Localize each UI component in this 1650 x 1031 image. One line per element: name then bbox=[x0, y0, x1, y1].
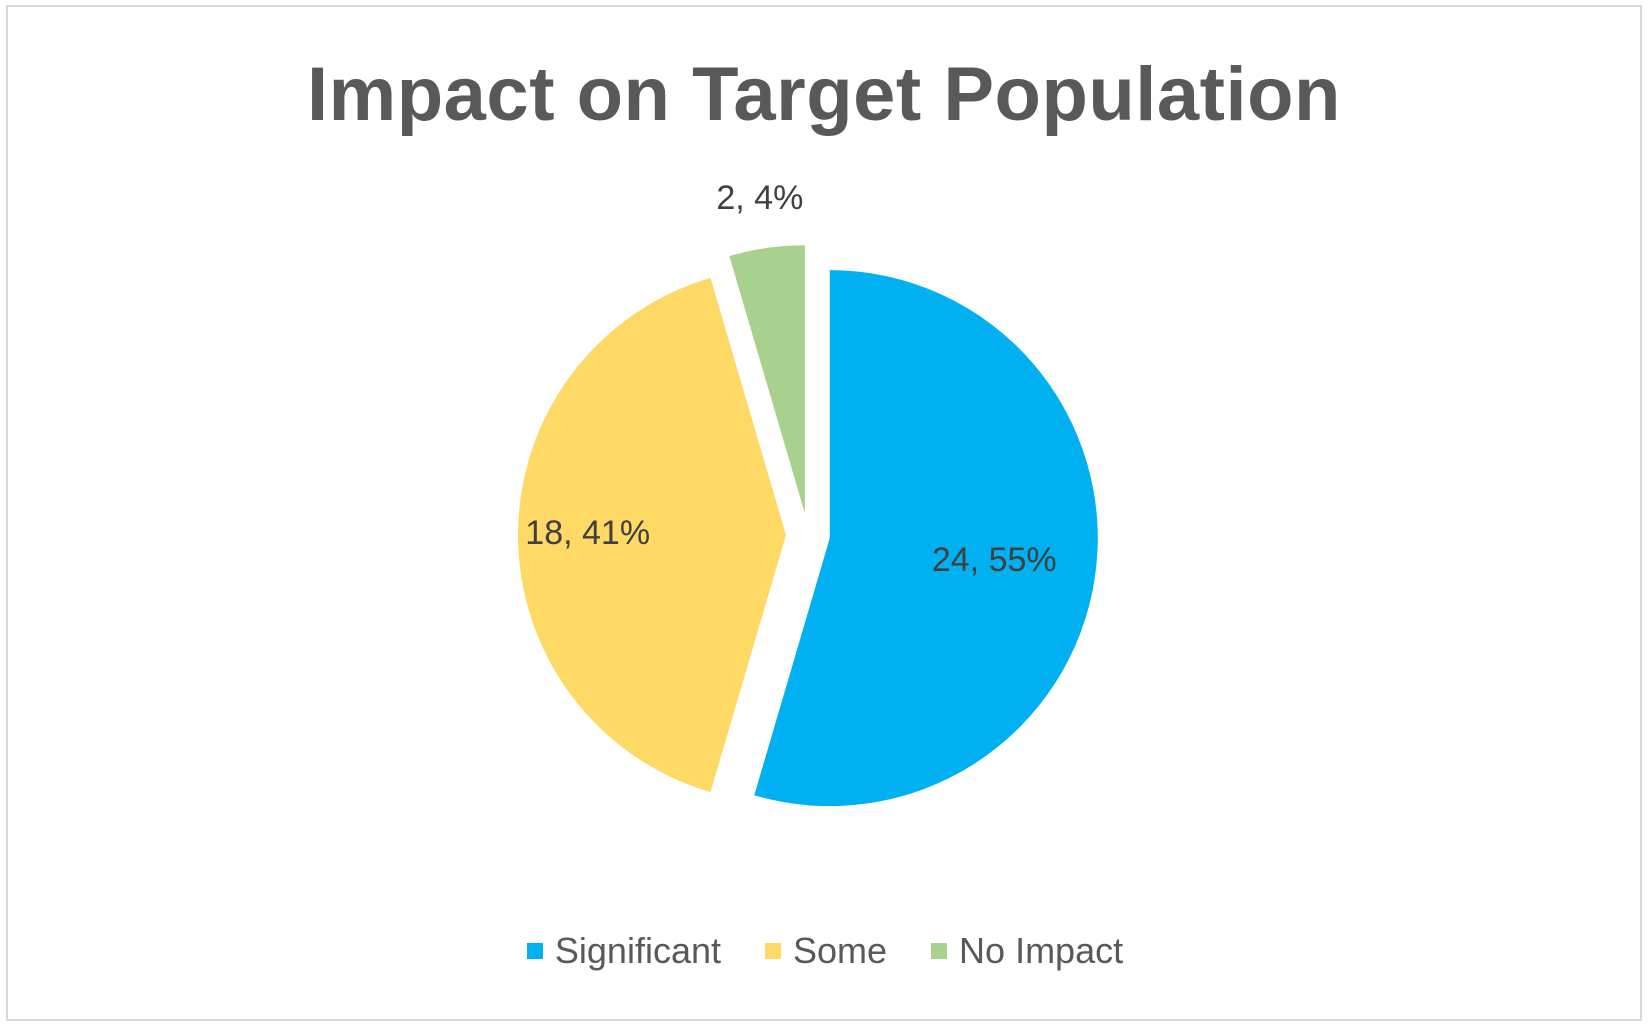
pie-slice-some bbox=[518, 277, 786, 793]
pie-slice-significant bbox=[754, 270, 1098, 807]
data-label-some: 18, 41% bbox=[525, 514, 650, 552]
pie-slice-no-impact bbox=[729, 245, 805, 514]
legend-label-significant: Significant bbox=[554, 930, 721, 971]
legend-swatch-some bbox=[765, 943, 781, 959]
legend-item-some: Some bbox=[765, 930, 887, 972]
legend-label-no-impact: No Impact bbox=[959, 930, 1124, 971]
legend-item-no-impact: No Impact bbox=[931, 930, 1123, 972]
legend-swatch-no-impact bbox=[931, 943, 948, 959]
legend-swatch-significant bbox=[526, 943, 543, 959]
data-label-no-impact: 2, 4% bbox=[716, 179, 803, 217]
chart-title: Impact on Target Population bbox=[307, 52, 1341, 137]
legend-item-significant: Significant bbox=[526, 930, 721, 972]
legend: Significant Some No Impact bbox=[0, 930, 1650, 972]
chart-frame: Impact on Target Population bbox=[6, 5, 1642, 1021]
data-label-significant: 24, 55% bbox=[932, 541, 1057, 579]
legend-label-some: Some bbox=[793, 930, 888, 971]
